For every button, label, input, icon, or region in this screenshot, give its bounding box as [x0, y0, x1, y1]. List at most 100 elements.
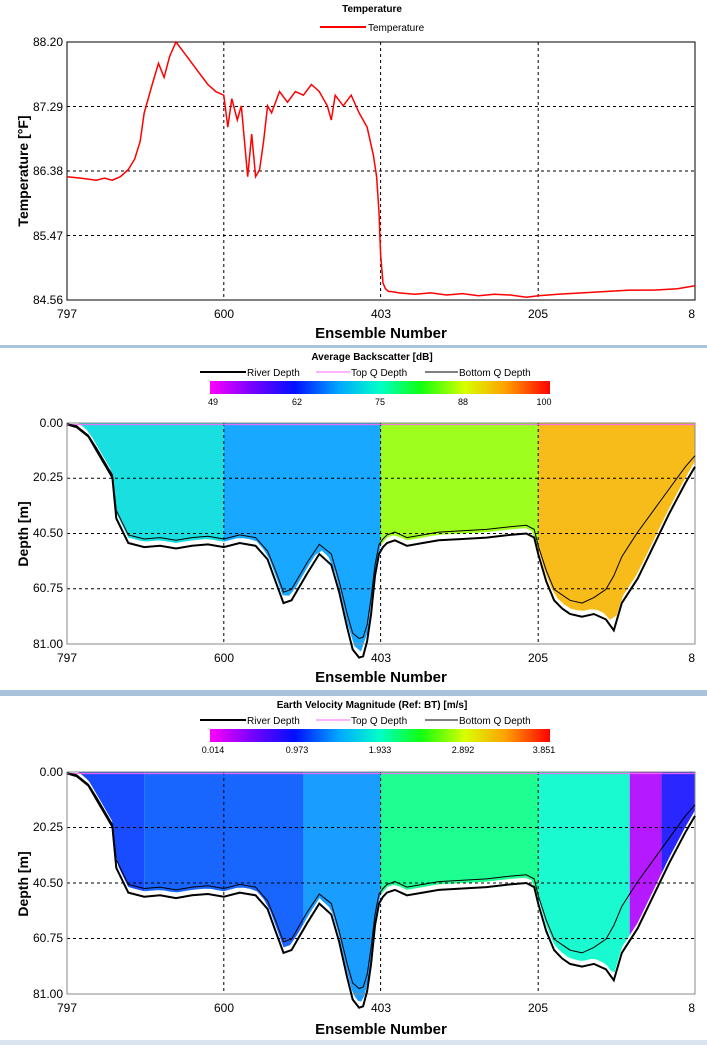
y-tick-labels: 0.00 20.25 40.50 60.75 81.00 [33, 416, 63, 651]
panel-separator [0, 345, 707, 348]
colorbar [210, 729, 550, 742]
colorbar-tick-label: 3.851 [533, 745, 556, 755]
colorbar-tick-label: 49 [208, 397, 218, 407]
x-tick-label: 8 [688, 1001, 695, 1015]
depth-lines [66, 423, 696, 659]
x-tick-label: 205 [528, 307, 548, 321]
colorbar-tick-label: 62 [292, 397, 302, 407]
colorbar-tick-labels: 0.014 0.973 1.933 2.892 3.851 [202, 745, 556, 755]
x-tick-label: 8 [688, 307, 695, 321]
x-axis-label: Ensemble Number [315, 669, 447, 686]
y-tick-label: 20.25 [33, 820, 63, 834]
y-tick-label: 81.00 [33, 637, 63, 651]
legend: River Depth Top Q Depth Bottom Q Depth [200, 368, 531, 379]
heatmap-zone [629, 772, 662, 936]
y-tick-label: 86.38 [33, 164, 63, 178]
colorbar-tick-label: 75 [375, 397, 385, 407]
heatmap-zone [380, 423, 539, 549]
grid [66, 422, 696, 645]
colorbar-tick-label: 2.892 [452, 745, 475, 755]
y-tick-label: 60.75 [33, 581, 63, 595]
colorbar-tick-label: 100 [536, 397, 551, 407]
colorbar-tick-labels: 49 62 75 88 100 [208, 397, 552, 407]
panel-separator [0, 690, 707, 696]
legend-label-top-q-depth: Top Q Depth [351, 716, 407, 727]
colorbar-tick-label: 88 [458, 397, 468, 407]
heatmap-zone [538, 772, 630, 973]
heatmap-zone [303, 772, 381, 1002]
x-tick-labels: 797 600 403 205 8 [57, 651, 695, 665]
x-tick-labels: 797 600 403 205 8 [57, 307, 695, 321]
x-tick-label: 403 [371, 651, 391, 665]
x-tick-label: 600 [214, 651, 234, 665]
x-tick-label: 403 [371, 1001, 391, 1015]
series-line-river-depth [66, 772, 696, 1009]
y-axis-label: Depth [m] [15, 851, 31, 916]
y-tick-label: 40.50 [33, 526, 63, 540]
legend-label-bottom-q-depth: Bottom Q Depth [459, 368, 531, 379]
colorbar-tick-label: 1.933 [369, 745, 392, 755]
series-line-bottom-q-depth [66, 423, 696, 640]
y-tick-labels: 0.00 20.25 40.50 60.75 81.00 [33, 765, 63, 1001]
x-tick-label: 8 [688, 651, 695, 665]
velocity-chart-panel: Earth Velocity Magnitude (Ref: BT) [m/s]… [0, 696, 707, 1040]
y-axis-label: Temperature [°F] [15, 115, 31, 226]
x-tick-label: 205 [528, 1001, 548, 1015]
heatmap-zone [223, 423, 381, 652]
x-tick-label: 797 [57, 651, 77, 665]
y-tick-label: 60.75 [33, 931, 63, 945]
x-tick-label: 797 [57, 307, 77, 321]
x-tick-label: 205 [528, 651, 548, 665]
heatmap-zone [380, 772, 539, 899]
x-tick-label: 600 [214, 307, 234, 321]
series-line-river-depth [66, 423, 696, 659]
y-axis-label: Depth [m] [15, 501, 31, 566]
series-line-temperature [66, 40, 696, 298]
legend: River Depth Top Q Depth Bottom Q Depth [200, 716, 531, 727]
chart-title: Earth Velocity Magnitude (Ref: BT) [m/s] [277, 700, 468, 711]
chart-title: Average Backscatter [dB] [311, 352, 432, 363]
legend-label-river-depth: River Depth [247, 716, 300, 727]
y-tick-label: 20.25 [33, 470, 63, 484]
x-axis-label: Ensemble Number [315, 1021, 447, 1038]
colorbar-tick-label: 0.973 [286, 745, 309, 755]
y-tick-label: 0.00 [40, 416, 64, 430]
heatmap-zone [144, 772, 304, 948]
heatmap-zone [661, 772, 695, 874]
backscatter-chart-panel: Average Backscatter [dB] River Depth Top… [0, 348, 707, 690]
x-tick-label: 600 [214, 1001, 234, 1015]
y-tick-labels: 88.20 87.29 86.38 85.47 84.56 [33, 35, 63, 307]
chart-title: Temperature [342, 4, 402, 15]
series-line-bottom-q-depth [66, 772, 696, 990]
colorbar [210, 381, 550, 394]
plot-frame [66, 771, 696, 995]
heatmap-zone [538, 423, 695, 620]
x-tick-labels: 797 600 403 205 8 [57, 1001, 695, 1015]
y-tick-label: 81.00 [33, 987, 63, 1001]
legend-label-top-q-depth: Top Q Depth [351, 368, 407, 379]
y-tick-label: 87.29 [33, 100, 63, 114]
plot-frame [66, 41, 696, 301]
depth-lines [66, 772, 696, 1009]
legend-label-temperature: Temperature [368, 23, 425, 34]
velocity-chart: Earth Velocity Magnitude (Ref: BT) [m/s]… [15, 700, 696, 1038]
grid [67, 42, 695, 300]
legend-label-bottom-q-depth: Bottom Q Depth [459, 716, 531, 727]
plot-frame [66, 422, 696, 645]
y-tick-label: 84.56 [33, 293, 63, 307]
legend-label-river-depth: River Depth [247, 368, 300, 379]
heatmap-zones [67, 772, 695, 1002]
y-tick-label: 0.00 [40, 765, 64, 779]
data-lines [66, 40, 696, 298]
y-tick-label: 40.50 [33, 876, 63, 890]
y-tick-label: 88.20 [33, 35, 63, 49]
colorbar-tick-label: 0.014 [202, 745, 225, 755]
y-tick-label: 85.47 [33, 229, 63, 243]
x-axis-label: Ensemble Number [315, 325, 447, 342]
legend: Temperature [320, 23, 425, 34]
heatmap-zone [80, 423, 224, 543]
backscatter-chart: Average Backscatter [dB] River Depth Top… [15, 352, 696, 686]
x-tick-label: 403 [371, 307, 391, 321]
temperature-chart-panel: Temperature Temperature 88.20 87.29 86.3… [0, 0, 707, 345]
grid [66, 771, 696, 995]
